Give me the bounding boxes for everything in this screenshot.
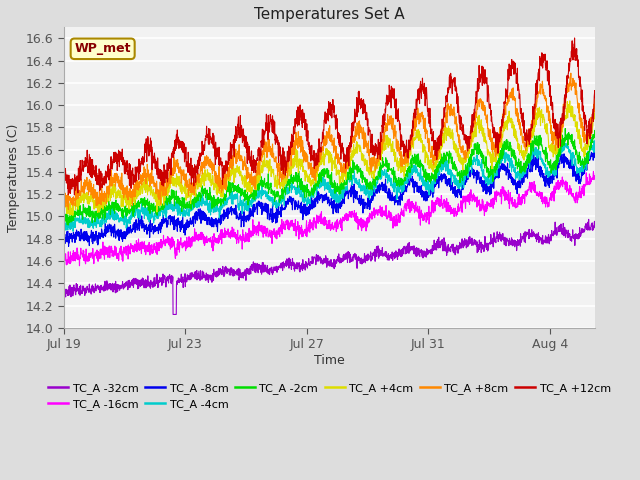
TC_A -8cm — [479, 178, 486, 183]
TC_A +4cm — [479, 125, 486, 131]
X-axis label: Time: Time — [314, 354, 345, 367]
TC_A -2cm — [576, 154, 584, 159]
TC_A -16cm — [591, 173, 599, 179]
TC_A +4cm — [591, 108, 599, 114]
TC_A +4cm — [566, 98, 573, 104]
TC_A -4cm — [576, 165, 584, 170]
Title: Temperatures Set A: Temperatures Set A — [254, 7, 405, 22]
TC_A -2cm — [591, 135, 599, 141]
Line: TC_A -2cm: TC_A -2cm — [64, 129, 595, 225]
TC_A -2cm — [319, 167, 326, 173]
TC_A -16cm — [576, 194, 584, 200]
TC_A +8cm — [479, 106, 486, 112]
TC_A -4cm — [69, 228, 77, 234]
TC_A -8cm — [305, 205, 312, 211]
TC_A -2cm — [65, 222, 72, 228]
TC_A +12cm — [571, 35, 579, 41]
Line: TC_A -8cm: TC_A -8cm — [64, 147, 595, 246]
TC_A -8cm — [319, 200, 326, 205]
TC_A -32cm — [319, 261, 326, 267]
TC_A +8cm — [576, 119, 584, 124]
Line: TC_A -16cm: TC_A -16cm — [64, 171, 595, 266]
TC_A +4cm — [69, 213, 77, 218]
TC_A +4cm — [305, 174, 312, 180]
TC_A +8cm — [60, 203, 68, 208]
TC_A -4cm — [576, 166, 584, 172]
TC_A -4cm — [87, 221, 95, 227]
TC_A -32cm — [60, 285, 68, 291]
TC_A +12cm — [591, 95, 599, 101]
TC_A -32cm — [576, 233, 584, 239]
TC_A -4cm — [305, 194, 312, 200]
TC_A -16cm — [305, 222, 312, 228]
TC_A +12cm — [576, 74, 584, 80]
TC_A -8cm — [591, 144, 599, 150]
TC_A -4cm — [591, 137, 599, 143]
TC_A -16cm — [479, 204, 486, 210]
TC_A -4cm — [479, 174, 486, 180]
TC_A -16cm — [319, 217, 326, 223]
TC_A +12cm — [577, 80, 584, 86]
TC_A +8cm — [65, 207, 72, 213]
Line: TC_A +8cm: TC_A +8cm — [64, 73, 595, 210]
TC_A -32cm — [305, 259, 312, 264]
TC_A +12cm — [87, 156, 95, 162]
TC_A +4cm — [577, 138, 584, 144]
TC_A +12cm — [319, 129, 326, 135]
Line: TC_A -32cm: TC_A -32cm — [64, 219, 595, 314]
TC_A +8cm — [305, 166, 312, 172]
TC_A -8cm — [65, 243, 72, 249]
TC_A +8cm — [577, 117, 584, 123]
TC_A +8cm — [591, 98, 599, 104]
TC_A -2cm — [479, 156, 486, 162]
TC_A -4cm — [588, 136, 595, 142]
TC_A -16cm — [87, 252, 95, 258]
Line: TC_A +12cm: TC_A +12cm — [64, 38, 595, 195]
TC_A -8cm — [576, 181, 584, 187]
TC_A -8cm — [87, 230, 95, 236]
TC_A +4cm — [576, 138, 584, 144]
TC_A -16cm — [60, 257, 68, 263]
TC_A -32cm — [479, 246, 486, 252]
TC_A -32cm — [585, 216, 593, 222]
TC_A -16cm — [589, 168, 597, 174]
TC_A -4cm — [319, 181, 326, 187]
TC_A +4cm — [60, 205, 68, 211]
Line: TC_A -4cm: TC_A -4cm — [64, 139, 595, 231]
TC_A +12cm — [479, 65, 486, 71]
TC_A -8cm — [60, 237, 68, 242]
TC_A +12cm — [60, 168, 68, 174]
TC_A +4cm — [319, 157, 326, 163]
TC_A +4cm — [87, 195, 95, 201]
TC_A -8cm — [576, 176, 584, 181]
TC_A +12cm — [70, 192, 78, 198]
TC_A -16cm — [76, 263, 83, 269]
Y-axis label: Temperatures (C): Temperatures (C) — [7, 123, 20, 232]
TC_A -32cm — [87, 286, 95, 292]
TC_A -32cm — [591, 225, 599, 231]
TC_A -2cm — [87, 208, 95, 214]
TC_A +8cm — [87, 192, 95, 198]
Line: TC_A +4cm: TC_A +4cm — [64, 101, 595, 216]
Text: WP_met: WP_met — [74, 42, 131, 55]
TC_A +8cm — [319, 144, 326, 150]
TC_A -2cm — [60, 216, 68, 222]
TC_A -32cm — [576, 234, 584, 240]
TC_A +12cm — [305, 141, 312, 146]
TC_A -4cm — [60, 228, 68, 233]
TC_A -32cm — [169, 312, 177, 317]
TC_A -2cm — [305, 187, 312, 192]
TC_A +8cm — [567, 70, 575, 76]
TC_A -2cm — [561, 126, 569, 132]
Legend: TC_A -32cm, TC_A -16cm, TC_A -8cm, TC_A -4cm, TC_A -2cm, TC_A +4cm, TC_A +8cm, T: TC_A -32cm, TC_A -16cm, TC_A -8cm, TC_A … — [44, 378, 615, 415]
TC_A -2cm — [577, 162, 584, 168]
TC_A -16cm — [576, 189, 584, 194]
